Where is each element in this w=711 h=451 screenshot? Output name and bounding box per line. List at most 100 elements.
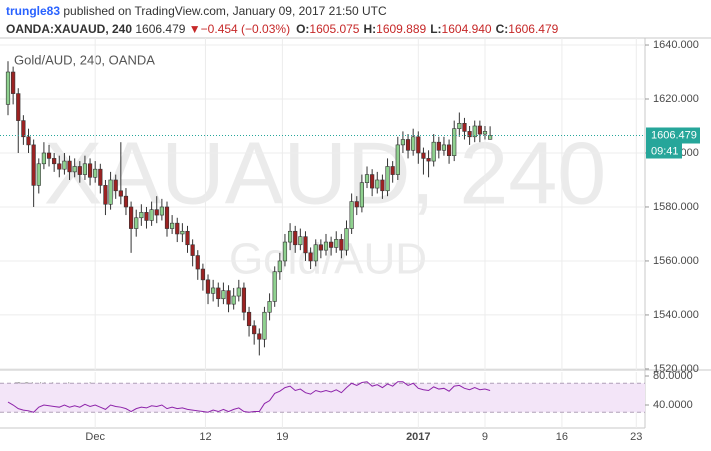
candle-body	[26, 136, 31, 146]
y-tick-label: 40.0000	[653, 399, 693, 411]
candle-body	[426, 158, 431, 162]
candle-body	[62, 160, 67, 170]
candle-body	[359, 182, 364, 208]
candle-body	[380, 179, 385, 192]
candle-body	[98, 168, 103, 186]
candle-body	[488, 135, 493, 140]
header-line-2: OANDA:XAUAUD, 240 1606.479 ▼−0.454 (−0.0…	[6, 22, 559, 36]
candle-body	[170, 222, 175, 229]
x-tick-label: 23	[630, 431, 642, 443]
candle-body	[236, 287, 241, 297]
x-tick-label: 2017	[406, 431, 430, 443]
candle-body	[231, 295, 236, 305]
candle-body	[257, 333, 262, 340]
watermark: XAUAUD, 240	[44, 123, 606, 222]
candle-body	[87, 163, 93, 178]
candle-body	[108, 179, 113, 205]
ohlc-label: C:	[496, 22, 509, 36]
candle-body	[180, 230, 185, 235]
candle-body	[159, 206, 164, 216]
candle-body	[323, 241, 329, 251]
ohlc-value: 1604.940	[442, 22, 492, 36]
y-tick-label: 1520.000	[653, 363, 699, 375]
candle-body	[139, 212, 144, 219]
candle-body	[252, 325, 257, 335]
rsi-band	[0, 383, 645, 413]
author[interactable]: trungle83	[6, 4, 60, 18]
candle-body	[431, 141, 436, 162]
candle-body	[57, 163, 62, 170]
candle-body	[31, 144, 36, 186]
candle-body	[277, 260, 282, 273]
candle-body	[329, 241, 334, 248]
candle-body	[405, 139, 411, 151]
countdown-tag	[646, 143, 682, 159]
candle-body	[195, 255, 200, 270]
candle-body	[482, 131, 488, 135]
symbol: OANDA:XAUAUD, 240	[6, 22, 132, 36]
ohlc-label: L:	[430, 22, 441, 36]
candle-body	[262, 311, 267, 340]
candle-body	[5, 71, 11, 105]
candle-body	[287, 230, 293, 243]
candle-body	[390, 166, 395, 175]
ohlc-value: 1609.889	[376, 22, 426, 36]
candle-body	[308, 252, 313, 262]
y-tick-label: 1580.000	[653, 201, 699, 213]
x-tick-label: 9	[482, 431, 488, 443]
candle-body	[118, 190, 123, 197]
candle-body	[293, 230, 298, 246]
candle-body	[67, 160, 72, 173]
candle-body	[349, 201, 354, 229]
candle-body	[123, 195, 129, 208]
x-tick-label: 19	[276, 431, 288, 443]
candle-body	[282, 241, 288, 262]
ohlc-value: 1605.075	[309, 22, 359, 36]
header-line-1: trungle83 published on TradingView.com, …	[6, 4, 387, 18]
countdown: 09:41	[651, 145, 679, 157]
candle-body	[134, 217, 139, 229]
candle-body	[446, 144, 452, 156]
candle-body	[190, 244, 195, 256]
arrow: ▼	[189, 22, 201, 36]
ohlc-label: O:	[296, 22, 309, 36]
candle-body	[457, 122, 462, 129]
candle-body	[128, 206, 134, 229]
legend: Gold/AUD, 240, OANDA	[14, 52, 155, 67]
candle-body	[77, 166, 82, 175]
x-tick-label: 16	[556, 431, 568, 443]
candle-body	[211, 287, 216, 294]
candle-body	[436, 141, 441, 151]
candle-body	[72, 166, 77, 173]
candle-body	[344, 228, 349, 251]
rsi-line	[7, 381, 491, 413]
candle-body	[175, 222, 180, 235]
candle-body	[370, 174, 375, 189]
candle-body	[103, 185, 108, 205]
candle-body	[395, 144, 400, 175]
candle-body	[411, 136, 416, 151]
candle-body	[477, 125, 482, 135]
candle-body	[375, 179, 380, 189]
candle-body	[472, 125, 477, 138]
y-tick-label: 1540.000	[653, 309, 699, 321]
candle-body	[226, 290, 231, 305]
candle-body	[200, 268, 205, 281]
candle-body	[46, 152, 52, 159]
candle-body	[416, 136, 421, 154]
candle-body	[36, 163, 41, 186]
candle-body	[313, 244, 318, 262]
y-tick-label: 80.0000	[653, 370, 693, 382]
y-tick-label: 1560.000	[653, 255, 699, 267]
x-tick-label: Dec	[85, 431, 105, 443]
candle-body	[16, 93, 21, 121]
change: −0.454 (−0.03%)	[201, 22, 290, 36]
candle-body	[41, 152, 46, 165]
ohlc-label: H:	[363, 22, 376, 36]
candle-body	[185, 230, 190, 246]
candle-body	[467, 131, 472, 138]
candle-body	[246, 311, 252, 327]
candle-body	[113, 179, 118, 192]
candle-body	[21, 120, 26, 138]
y-tick-label: 1620.000	[653, 93, 699, 105]
